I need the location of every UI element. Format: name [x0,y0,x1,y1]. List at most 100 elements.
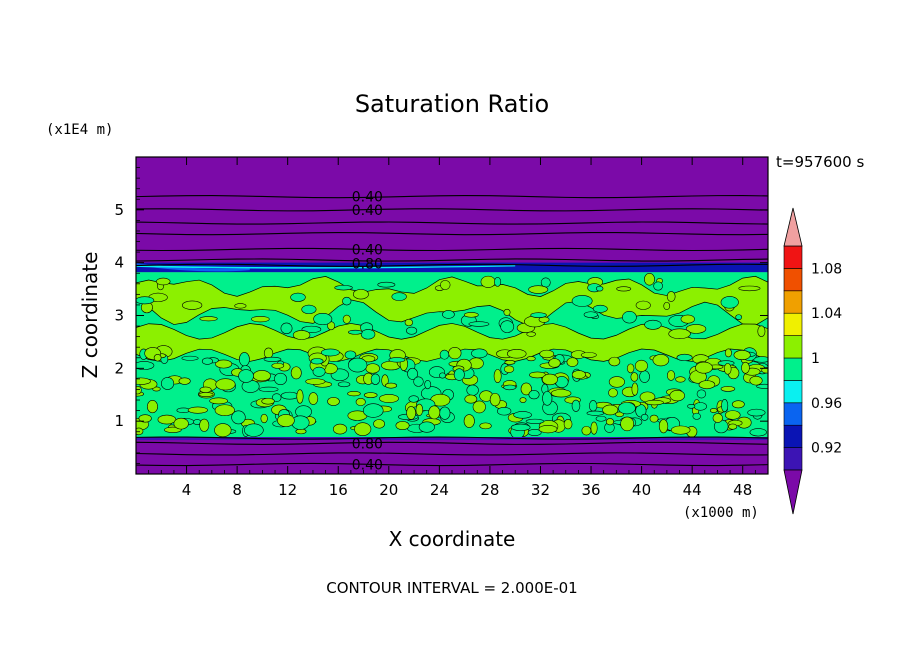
contour-label: 0.80 [352,257,383,273]
cloud-patch [635,300,651,310]
cloud-patch [173,417,189,430]
cloud-patch [620,416,635,432]
cloud-patch [439,349,450,360]
cloud-patch [747,408,766,417]
cloud-patch [391,292,407,301]
cloud-patch [301,304,317,315]
cloud-patch [503,365,515,373]
cloud-patch [571,399,581,412]
colorbar-bin [783,380,803,404]
cloud-patch [136,377,151,385]
cloud-patch [199,418,210,432]
cloud-patch [735,314,743,321]
y-tick-label: 3 [114,307,124,325]
colorbar-over-triangle [783,207,803,247]
cloud-patch [290,292,306,302]
cloud-patch [187,406,208,414]
cloud-patch [363,392,378,398]
x-axis-title: X coordinate [389,527,516,551]
cloud-patch [308,392,319,405]
cloud-patch [280,322,293,334]
cloud-patch [595,415,607,422]
cloud-patch [342,314,351,324]
cloud-patch [471,348,488,359]
cloud-patch [586,410,605,416]
x-tick-label: 44 [683,481,702,499]
cloud-patch [136,385,142,395]
cloud-patch [312,366,326,377]
x-tick-label: 32 [531,481,550,499]
cloud-patch [749,375,763,386]
cloud-patch [541,373,558,386]
cloud-patch [493,369,502,384]
colorbar: 0.92 0.96 1 1.04 1.08 [783,207,842,515]
colorbar-tick-label: 0.92 [811,441,842,457]
cloud-patch [296,389,304,404]
contour-line [136,452,768,456]
y-unit-label: (x1E4 m) [46,122,113,138]
cloud-patch [332,423,348,435]
cloud-patch [243,423,264,437]
cloud-patch [292,330,311,340]
cloud-patch [685,324,707,334]
cloud-patch [698,380,716,390]
cloud-patch [466,384,479,396]
cloud-patch [675,376,686,383]
cloud-patch [355,398,366,406]
cloud-patch [313,313,333,326]
cloud-patch [384,382,398,389]
cloud-patch [563,418,573,430]
colorbar-under-triangle [783,469,803,515]
cloud-patch [178,377,191,385]
contour-labels: 0.400.400.400.800.800.40 [352,190,383,474]
contour-line [136,441,768,445]
y-tick-label: 4 [114,254,124,272]
cloud-patch [277,414,295,427]
cloud-patch [635,404,647,418]
colorbar-bin [783,290,803,314]
cloud-patch [539,349,555,359]
cloud-patch [238,369,254,383]
cloud-patch [153,354,162,362]
cloud-patch [442,310,455,319]
cloud-patch [519,397,527,403]
cloud-patch [199,316,218,322]
cloud-patch [631,382,639,396]
cloud-patch [756,383,768,389]
cloud-patch [506,349,527,359]
cloud-patch [365,363,380,374]
supersaturated-region [136,275,768,326]
cloud-patch [731,400,745,409]
cloud-patch [181,355,199,361]
contour-line [136,263,768,267]
cloud-patch [676,353,693,362]
cloud-patch [528,285,549,294]
colorbar-bin [783,357,803,381]
colorbar-bin [783,424,803,448]
cloud-patch [728,423,738,430]
cloud-patch [494,277,502,287]
cloud-patch [348,357,368,373]
cloud-patch [428,405,441,420]
colorbar-bin [783,245,803,269]
cloud-patch [687,403,696,409]
cloud-patch [724,348,732,358]
cloud-patch [639,370,650,383]
cloud-patch [595,285,604,292]
contour-line [136,247,768,252]
cloud-patch [404,318,414,327]
colorbar-tick-label: 0.96 [811,396,842,412]
y-axis: 1 2 3 4 5 [114,167,768,464]
cloud-patch [520,382,532,396]
cloud-patch [513,411,532,419]
cloud-patch [608,376,625,388]
saturation-patches [136,263,768,441]
cloud-patch [583,311,598,318]
plot-area: 0.400.400.400.800.800.40 [136,157,768,474]
cloud-patch [571,295,593,307]
cloud-patch [362,403,384,418]
cloud-patch [463,312,479,318]
cloud-patch [406,406,416,420]
cloud-patch [209,397,229,405]
